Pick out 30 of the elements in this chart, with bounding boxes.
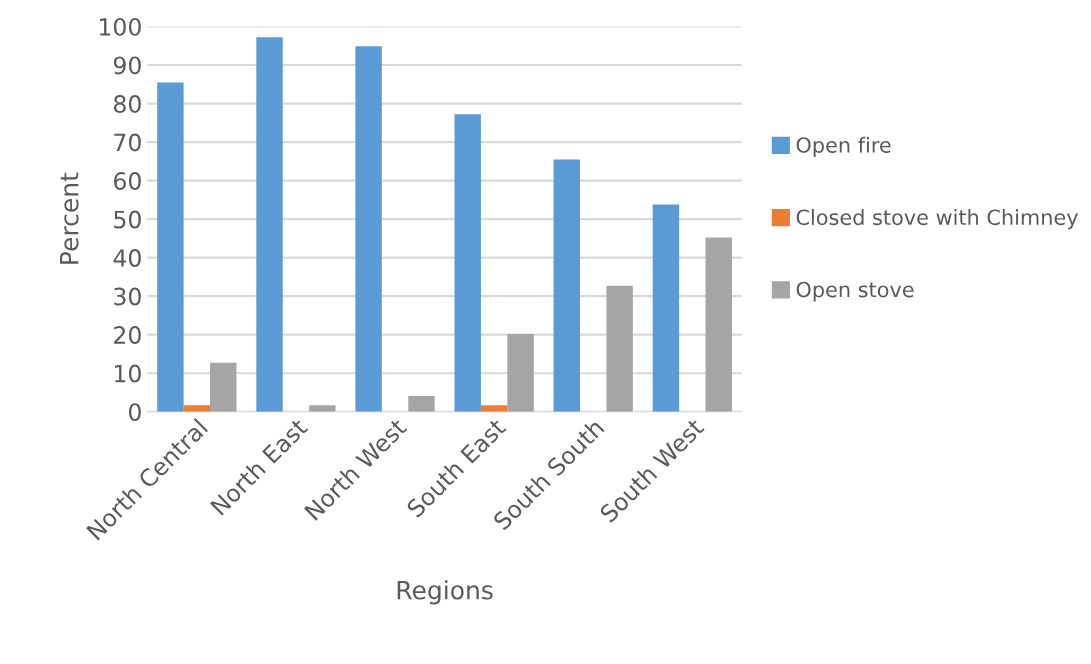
bar (705, 237, 732, 412)
y-tick-label: 30 (114, 287, 141, 306)
bar (606, 285, 633, 412)
legend-label: Open fire (796, 136, 891, 157)
y-axis-title: Percent (60, 172, 79, 264)
bar (553, 159, 581, 412)
y-tick-label: 20 (114, 326, 141, 344)
y-tick-label: 40 (113, 249, 141, 267)
bar (454, 114, 481, 412)
bar (157, 82, 184, 412)
y-tick-label: 70 (114, 133, 141, 152)
bar (408, 395, 435, 412)
bar (652, 204, 680, 412)
y-tick-label: 100 (99, 18, 141, 36)
y-tick-label: 80 (113, 95, 141, 113)
bar (256, 37, 283, 412)
legend-label: Closed stove with Chimney (796, 209, 1078, 230)
bar (309, 405, 336, 412)
bar (210, 362, 237, 412)
y-tick-label: 90 (113, 56, 141, 75)
x-axis-title: Regions (397, 580, 493, 605)
legend-label: Open stove (796, 281, 914, 302)
bar (480, 405, 508, 412)
y-tick-label: 0 (128, 403, 141, 421)
y-tick-label: 50 (114, 210, 141, 229)
bar (183, 405, 211, 412)
bar (355, 46, 382, 412)
y-tick-label: 60 (114, 172, 141, 190)
bar (507, 333, 534, 412)
y-tick-label: 10 (114, 364, 141, 383)
